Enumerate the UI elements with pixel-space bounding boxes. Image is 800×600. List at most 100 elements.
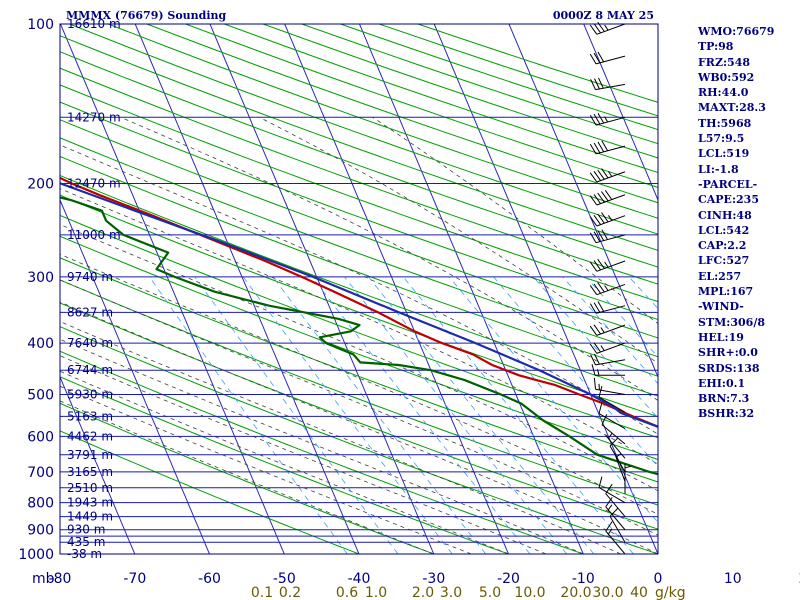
mixing-ratio-line (368, 276, 595, 554)
height-label: 3791 m (67, 448, 113, 462)
index-item: EL:257 (698, 269, 742, 283)
index-item: TP:98 (698, 40, 734, 54)
isobar-grid (60, 23, 658, 555)
height-label: 3165 m (67, 465, 113, 479)
mixing-ratio-tick-label: 10.0 (514, 585, 545, 600)
index-item: BSHR:32 (698, 407, 755, 421)
height-label: 6744 m (67, 363, 113, 377)
wind-barb (598, 476, 626, 504)
wind-barb (605, 521, 626, 555)
index-item: BRN:7.3 (698, 392, 750, 406)
index-item: FRZ:548 (698, 55, 751, 69)
moist-adiabat-line (60, 370, 509, 554)
wind-barb (624, 463, 632, 494)
height-label: 11000 m (67, 228, 121, 242)
height-label: 1943 m (67, 496, 113, 510)
isotherm-line (359, 24, 584, 554)
stability-indices-list: WMO:76679 TP:98 FRZ:548 WB0:592 RH:44.0 MAXT:… (698, 24, 774, 422)
index-item: CAP:2.2 (698, 239, 747, 253)
wind-barb (589, 190, 626, 206)
isotherm-line (134, 24, 360, 554)
wind-barb (589, 258, 626, 272)
pressure-unit-label: mb (32, 571, 55, 587)
wind-barb (609, 437, 626, 473)
pressure-tick-label: 900 (27, 523, 54, 539)
wind-barb (589, 112, 626, 126)
index-item: SRDS:138 (698, 361, 760, 375)
index-item: LCL:542 (698, 223, 750, 237)
wind-barb (589, 282, 626, 296)
mixing-ratio-unit-label: g/kg (655, 585, 686, 600)
wind-barb (589, 342, 626, 354)
moist-adiabat-line (60, 400, 434, 554)
index-item: WB0:592 (698, 70, 755, 84)
wind-barb (590, 77, 626, 91)
mixing-ratio-tick-label: 3.0 (440, 585, 462, 600)
mixing-ratio-tick-label: 20.0 (560, 585, 591, 600)
index-item: MAXT:28.3 (698, 101, 766, 115)
height-label: 435 m (67, 535, 105, 549)
temperature-tick-label: -20 (497, 571, 520, 587)
mixing-ratio-line (311, 276, 531, 554)
mixing-ratio-tick-label: 0.1 (251, 585, 273, 600)
dewpoint-profile-line (60, 196, 658, 476)
wind-barb (605, 433, 626, 459)
pressure-tick-label: 200 (27, 177, 54, 193)
isotherm-line (433, 24, 658, 554)
index-item: SHR+:0.0 (698, 346, 758, 360)
index-item: MPL:167 (698, 285, 754, 299)
mixing-ratio-line (448, 276, 658, 524)
wind-barb (589, 301, 626, 314)
moist-adiabat-line (259, 116, 658, 364)
index-item: STM:306/8 (698, 315, 765, 329)
dry-adiabat-line (60, 402, 434, 554)
mixing-ratio-tick-label: 30.0 (592, 585, 623, 600)
pressure-tick-label: 300 (27, 270, 54, 286)
dry-adiabat-line (60, 35, 658, 251)
mixing-ratio-tick-label: 2.0 (412, 585, 434, 600)
mixing-ratio-line (585, 276, 658, 358)
index-item: CINH:48 (698, 208, 752, 222)
dry-adiabat-line (108, 24, 658, 219)
index-item: -WIND- (698, 300, 744, 314)
height-label: 2510 m (67, 481, 113, 495)
temperature-tick-label: -40 (348, 571, 371, 587)
height-label: 14270 m (67, 110, 121, 124)
height-label: 930 m (67, 523, 105, 537)
wind-barb (589, 229, 626, 244)
mixing-ratio-line (149, 276, 348, 554)
wind-barb (598, 402, 626, 430)
pressure-tick-label: 400 (27, 336, 54, 352)
wind-barb (589, 168, 626, 183)
wind-barb (589, 140, 626, 155)
index-item: WMO:76679 (698, 25, 775, 38)
mixing-ratio-tick-label: 0.6 (336, 585, 358, 600)
moist-adiabat-line (372, 116, 658, 325)
wind-barb (609, 507, 626, 543)
pressure-tick-label: 100 (27, 17, 54, 33)
index-item: EHI:0.1 (698, 376, 746, 390)
height-label: 5163 m (67, 409, 113, 423)
index-item: -PARCEL- (698, 177, 758, 191)
moist-adiabat-line (60, 188, 658, 465)
index-item: LFC:527 (698, 254, 750, 268)
index-item: HEL:19 (698, 330, 744, 344)
pressure-tick-label: 600 (27, 429, 54, 445)
temperature-tick-label: 20 (799, 571, 800, 587)
pressure-tick-label: 800 (27, 496, 54, 512)
wind-barb (589, 51, 626, 65)
index-item: LCL:519 (698, 147, 750, 161)
height-label: 4462 m (67, 429, 113, 443)
pressure-tick-label: 500 (27, 388, 54, 404)
temperature-tick-label: -50 (273, 571, 296, 587)
index-item: L57:9.5 (698, 132, 745, 146)
moist-adiabat-line (60, 338, 584, 554)
parcel-path-line (60, 182, 658, 428)
height-label: 12470 m (67, 177, 121, 191)
wind-barb (605, 483, 626, 517)
wind-barb (605, 497, 626, 531)
wind-barb (591, 364, 626, 376)
height-label: 8627 m (67, 305, 113, 319)
height-label: 7640 m (67, 336, 113, 350)
